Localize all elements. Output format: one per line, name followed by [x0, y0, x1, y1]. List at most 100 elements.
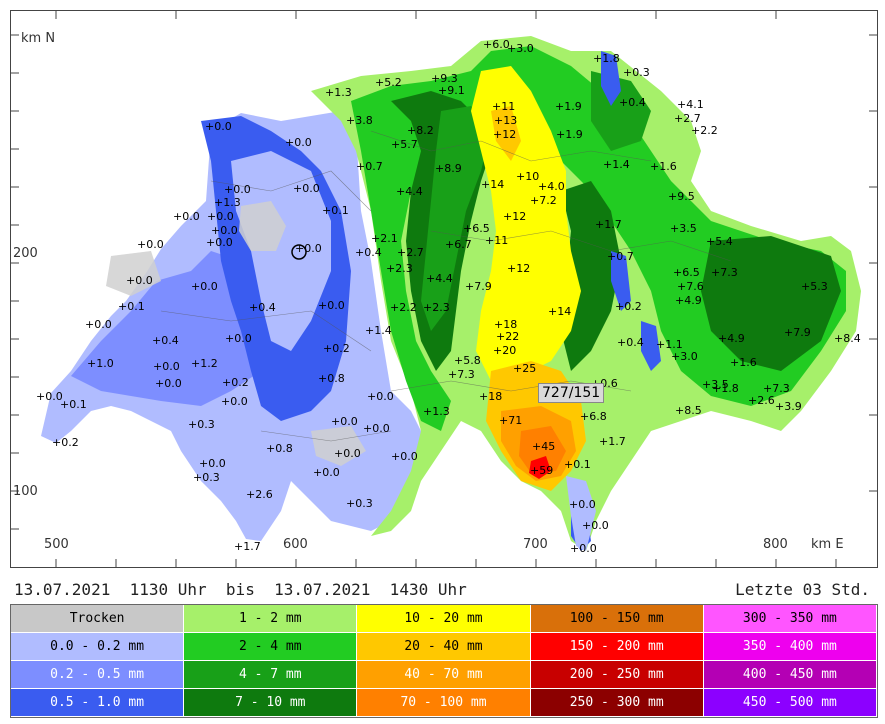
precipitation-map: km N km E 200 100 500 600 700 800 +6.0 +3… — [10, 10, 878, 568]
station-value: +0.1 — [60, 398, 87, 411]
station-value: +1.6 — [650, 160, 677, 173]
station-value: +12 — [503, 210, 527, 223]
station-value: +6.8 — [580, 410, 607, 423]
station-value: +0.0 — [211, 224, 238, 237]
legend-entry: 300 - 350 mm — [703, 605, 877, 633]
legend-entry: 20 - 40 mm — [357, 633, 531, 661]
station-value: +0.0 — [206, 236, 233, 249]
legend-entry: 350 - 400 mm — [703, 633, 877, 661]
station-value: +9.3 — [431, 72, 458, 85]
station-value: +0.0 — [153, 360, 180, 373]
station-value: +0.0 — [137, 238, 164, 251]
station-value: +2.1 — [371, 232, 398, 245]
station-value: +0.0 — [391, 450, 418, 463]
station-value: +8.5 — [675, 404, 702, 417]
station-value: +18 — [479, 390, 503, 403]
radar-site-marker — [291, 244, 307, 260]
legend-entry: 250 - 300 mm — [530, 689, 704, 717]
legend-entry: 400 - 450 mm — [703, 661, 877, 689]
max-location-callout: 727/151 — [538, 383, 605, 403]
station-value: +7.3 — [763, 382, 790, 395]
station-value: +5.2 — [375, 76, 402, 89]
station-value: +1.3 — [214, 196, 241, 209]
station-value: +20 — [493, 344, 517, 357]
station-value: +6.5 — [673, 266, 700, 279]
station-value: +5.4 — [706, 235, 733, 248]
legend-entry: 2 - 4 mm — [184, 633, 358, 661]
legend-entry: 0.2 - 0.5 mm — [11, 661, 185, 689]
legend-entry: 450 - 500 mm — [703, 689, 877, 717]
legend-entry: 200 - 250 mm — [530, 661, 704, 689]
station-value: +0.4 — [249, 301, 276, 314]
axis-east-label: km E — [811, 537, 844, 552]
station-value: +0.7 — [607, 250, 634, 263]
station-value: +0.1 — [564, 458, 591, 471]
legend-entry: 10 - 20 mm — [357, 605, 531, 633]
station-value: +0.4 — [617, 336, 644, 349]
y-tick-200: 200 — [13, 246, 38, 261]
region-west-mid — [71, 251, 271, 406]
station-value: +1.8 — [593, 52, 620, 65]
precipitation-legend: Trocken 1 - 2 mm 10 - 20 mm 100 - 150 mm 300… — [10, 604, 878, 718]
station-value: +14 — [548, 305, 572, 318]
station-value: +0.0 — [570, 542, 597, 555]
station-value: +71 — [499, 414, 523, 427]
station-value: +0.0 — [331, 415, 358, 428]
station-value: +0.0 — [285, 136, 312, 149]
station-value: +0.0 — [221, 395, 248, 408]
station-value: +1.3 — [423, 405, 450, 418]
region-dark-orange — [519, 426, 566, 473]
legend-entry: 150 - 200 mm — [530, 633, 704, 661]
station-value: +7.6 — [677, 280, 704, 293]
legend-entry: 1 - 2 mm — [184, 605, 358, 633]
station-value: +0.1 — [322, 204, 349, 217]
station-value: +1.9 — [556, 128, 583, 141]
station-value: +7.3 — [448, 368, 475, 381]
station-value: +2.2 — [390, 301, 417, 314]
region-west-light2 — [231, 151, 331, 351]
station-value: +1.3 — [325, 86, 352, 99]
station-value: +0.0 — [36, 390, 63, 403]
station-value: +22 — [496, 330, 520, 343]
station-value: +0.8 — [266, 442, 293, 455]
y-tick-100: 100 — [13, 484, 38, 499]
station-value: +8.9 — [435, 162, 462, 175]
station-value: +1.7 — [234, 540, 261, 553]
station-value: +0.0 — [582, 519, 609, 532]
station-value: +0.2 — [323, 342, 350, 355]
legend-entry: 100 - 150 mm — [530, 605, 704, 633]
station-value: +59 — [530, 464, 554, 477]
station-value: +4.1 — [677, 98, 704, 111]
station-value: +0.0 — [367, 390, 394, 403]
time-range-bar: 13.07.2021 1130 Uhr bis 13.07.2021 1430 … — [10, 580, 876, 600]
station-value: +4.9 — [675, 294, 702, 307]
station-value: +0.3 — [193, 471, 220, 484]
station-value: +1.9 — [555, 100, 582, 113]
station-value: +45 — [532, 440, 556, 453]
station-value: +18 — [494, 318, 518, 331]
station-value: +25 — [513, 362, 537, 375]
station-value: +1.6 — [730, 356, 757, 369]
station-value: +12 — [493, 128, 517, 141]
station-value: +1.8 — [712, 382, 739, 395]
map-canvas — [11, 11, 877, 567]
station-value: +3.5 — [670, 222, 697, 235]
station-value: +4.4 — [396, 185, 423, 198]
time-period: 13.07.2021 1130 Uhr bis 13.07.2021 1430 … — [14, 580, 467, 599]
station-value: +2.6 — [748, 394, 775, 407]
legend-entry: 7 - 10 mm — [184, 689, 358, 717]
station-value: +4.0 — [538, 180, 565, 193]
station-value: +1.2 — [191, 357, 218, 370]
axis-north-label: km N — [21, 31, 56, 46]
legend-entry: 40 - 70 mm — [357, 661, 531, 689]
station-value: +4.9 — [718, 332, 745, 345]
region-yellow — [471, 66, 581, 391]
station-value: +0.7 — [356, 160, 383, 173]
station-value: +3.5 — [702, 378, 729, 391]
station-value: +0.0 — [293, 182, 320, 195]
legend-entry: 70 - 100 mm — [357, 689, 531, 717]
station-value: +2.3 — [423, 301, 450, 314]
legend-entry: 0.5 - 1.0 mm — [11, 689, 185, 717]
station-value: +6.5 — [463, 222, 490, 235]
time-window: Letzte 03 Std. — [735, 580, 870, 599]
